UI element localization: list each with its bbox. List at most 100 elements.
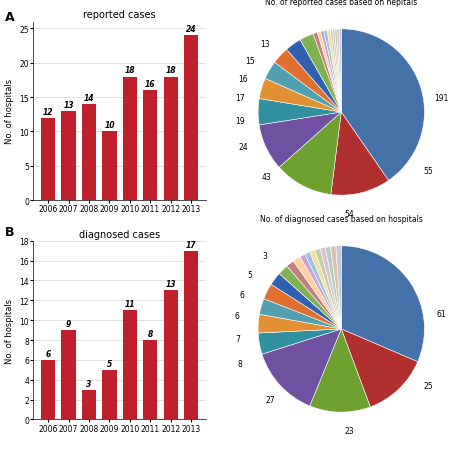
Wedge shape — [335, 30, 341, 113]
Bar — [123, 311, 137, 419]
Text: 43: 43 — [262, 173, 271, 182]
Wedge shape — [258, 329, 341, 354]
Text: 16: 16 — [145, 80, 155, 89]
Text: 11: 11 — [125, 299, 135, 308]
Wedge shape — [341, 30, 424, 181]
Wedge shape — [259, 299, 341, 329]
Bar — [143, 340, 157, 419]
Wedge shape — [336, 246, 341, 329]
Text: 3: 3 — [262, 252, 267, 261]
Wedge shape — [330, 246, 341, 329]
Wedge shape — [274, 50, 341, 113]
Text: 191: 191 — [434, 93, 448, 102]
Text: 16: 16 — [238, 75, 248, 84]
Title: No. of reported cases based on hepitals: No. of reported cases based on hepitals — [265, 0, 418, 7]
Text: 24: 24 — [238, 143, 248, 152]
Wedge shape — [287, 41, 341, 113]
Wedge shape — [300, 35, 341, 113]
Text: 6: 6 — [239, 290, 244, 299]
Title: diagnosed cases: diagnosed cases — [79, 229, 160, 239]
Title: reported cases: reported cases — [83, 10, 156, 20]
Text: 5: 5 — [107, 359, 112, 368]
Wedge shape — [327, 31, 341, 113]
Text: 61: 61 — [436, 310, 446, 319]
Bar — [164, 291, 178, 419]
Wedge shape — [258, 314, 341, 333]
Text: 6: 6 — [46, 349, 51, 358]
Wedge shape — [279, 267, 341, 329]
Text: 9: 9 — [66, 319, 71, 328]
Bar — [102, 370, 117, 419]
Bar — [102, 132, 117, 201]
Wedge shape — [320, 248, 341, 329]
Wedge shape — [337, 30, 341, 113]
Wedge shape — [287, 262, 341, 329]
Text: 19: 19 — [235, 116, 245, 125]
Text: 27: 27 — [266, 395, 275, 404]
Wedge shape — [330, 30, 341, 113]
Text: 10: 10 — [104, 121, 115, 130]
Wedge shape — [315, 249, 341, 329]
Bar — [143, 91, 157, 201]
Y-axis label: No. of hospitals: No. of hospitals — [5, 79, 14, 144]
Wedge shape — [264, 285, 341, 329]
Bar — [62, 111, 76, 201]
Wedge shape — [313, 33, 341, 113]
Text: A: A — [5, 11, 14, 24]
Wedge shape — [310, 251, 341, 329]
Text: 25: 25 — [424, 381, 433, 390]
Bar — [41, 119, 55, 201]
Wedge shape — [265, 63, 341, 113]
Text: 24: 24 — [186, 25, 196, 34]
Wedge shape — [258, 99, 341, 126]
Text: 7: 7 — [235, 335, 240, 344]
Wedge shape — [341, 329, 418, 407]
Text: 6: 6 — [235, 312, 240, 321]
Wedge shape — [331, 113, 389, 196]
Wedge shape — [320, 32, 341, 113]
Text: 54: 54 — [345, 210, 355, 218]
Wedge shape — [259, 113, 341, 168]
Text: 18: 18 — [165, 66, 176, 75]
Text: 8: 8 — [148, 329, 153, 338]
Text: 55: 55 — [424, 166, 434, 175]
Title: No. of diagnosed cases based on hospitals: No. of diagnosed cases based on hospital… — [260, 214, 423, 223]
Wedge shape — [259, 79, 341, 113]
Text: 13: 13 — [260, 40, 270, 49]
Wedge shape — [341, 246, 424, 362]
Text: B: B — [5, 226, 14, 239]
Bar — [184, 36, 198, 201]
Bar — [82, 105, 96, 201]
Text: 17: 17 — [235, 93, 245, 102]
Text: 17: 17 — [186, 240, 196, 249]
Wedge shape — [317, 32, 341, 113]
Text: 3: 3 — [86, 379, 91, 388]
Wedge shape — [324, 31, 341, 113]
Wedge shape — [332, 30, 341, 113]
Text: 14: 14 — [84, 94, 94, 103]
Wedge shape — [279, 113, 341, 195]
Wedge shape — [325, 247, 341, 329]
Bar — [41, 360, 55, 419]
Bar — [184, 251, 198, 419]
Wedge shape — [310, 329, 370, 412]
Wedge shape — [271, 274, 341, 329]
Bar — [123, 78, 137, 201]
Text: 18: 18 — [125, 66, 135, 75]
Text: 8: 8 — [237, 359, 242, 368]
Text: 15: 15 — [245, 57, 255, 66]
Bar — [82, 390, 96, 419]
Text: 23: 23 — [345, 426, 355, 435]
Wedge shape — [339, 30, 341, 113]
Wedge shape — [300, 255, 341, 329]
Bar — [62, 330, 76, 419]
Text: 13: 13 — [165, 280, 176, 289]
Text: 12: 12 — [43, 107, 54, 116]
Wedge shape — [305, 253, 341, 329]
Wedge shape — [262, 329, 341, 406]
Wedge shape — [293, 257, 341, 329]
Bar — [164, 78, 178, 201]
Text: 5: 5 — [247, 271, 252, 280]
Text: 13: 13 — [64, 101, 74, 110]
Y-axis label: No. of hospitals: No. of hospitals — [5, 298, 14, 363]
